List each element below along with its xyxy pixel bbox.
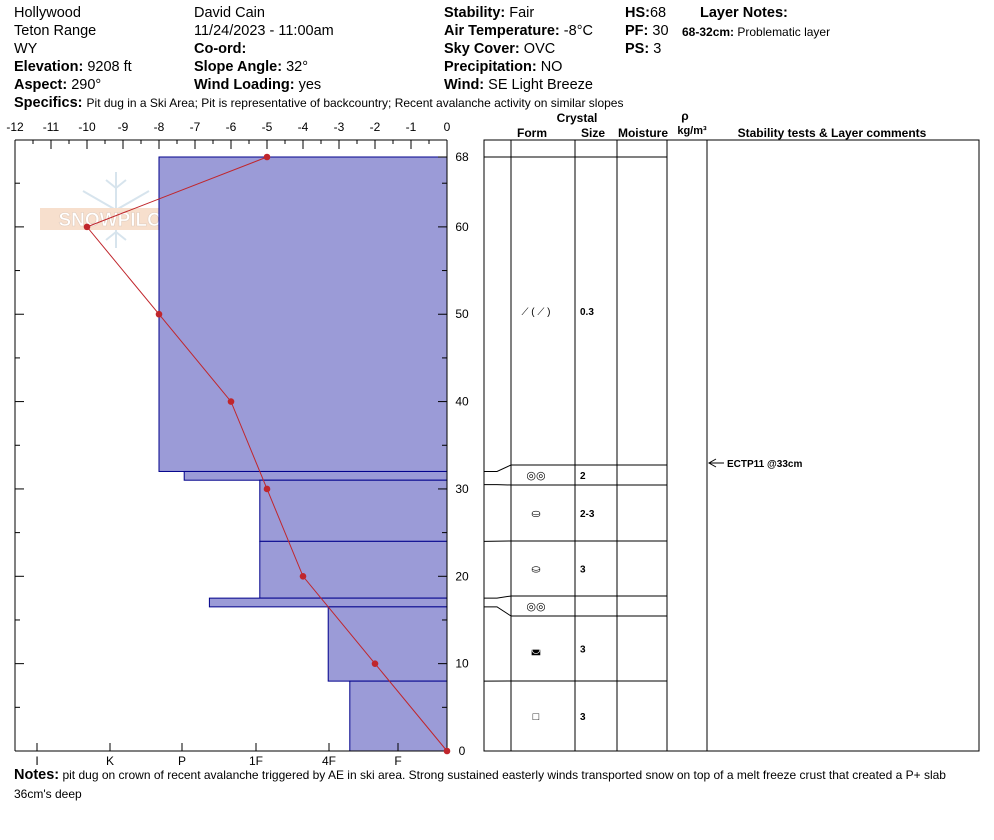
temp-tick-label: 0 [444, 120, 451, 134]
hardness-bar [158, 156, 448, 472]
depth-tick-label: 50 [455, 307, 469, 321]
temp-tick-label: -1 [406, 120, 417, 134]
temperature-point [155, 310, 163, 318]
penetration-foot: PF: 30 [625, 23, 669, 39]
air-temperature: Air Temperature: -8°C [444, 23, 593, 39]
temp-tick-label: -10 [78, 120, 96, 134]
crystal-size: 3 [580, 645, 586, 656]
temperature-point [371, 660, 379, 667]
hardness-label: 4F [322, 754, 336, 766]
layer-table [483, 139, 980, 752]
crystal-form: ⟋ ( ⟋ ) [522, 307, 551, 318]
crystal-size: 3 [580, 565, 586, 576]
datetime: 11/24/2023 - 11:00am [194, 23, 334, 39]
crystal-form: ◛ [531, 644, 542, 656]
elevation: Elevation: 9208 ft [14, 59, 132, 75]
aspect: Aspect: 290° [14, 77, 102, 93]
temperature-point [263, 153, 271, 161]
sky-cover: Sky Cover: OVC [444, 41, 556, 57]
crystal-form: ◎◎ [526, 601, 545, 613]
temperature-point [227, 398, 235, 405]
depth-tick-label: 10 [455, 657, 469, 671]
boundary-connector [484, 606, 512, 617]
temperature-line [86, 156, 448, 752]
stability-header: Stability tests & Layer comments [738, 126, 927, 140]
precipitation: Precipitation: NO [444, 59, 563, 75]
temp-tick-label: -6 [226, 120, 237, 134]
crystal-size: 0.3 [580, 307, 594, 318]
crystal-header: Crystal [557, 111, 598, 125]
penetration-ski: PS: 3 [625, 41, 662, 57]
hardness-label: I [35, 754, 38, 766]
temp-tick-label: -5 [262, 120, 273, 134]
hardness-bar [259, 540, 448, 599]
snow-profile-chart: SNOWPILOT -12 -11 -10 -9 -8 -7 -6 -5 -4 -3 -2 -1 0 0… [6, 109, 980, 766]
hardness-label: P [178, 754, 186, 766]
moisture-header: Moisture [618, 126, 668, 140]
form-header: Form [517, 126, 547, 140]
hardness-bar [327, 606, 448, 682]
temp-tick-label: -2 [370, 120, 381, 134]
state: WY [14, 41, 38, 57]
crystal-form: ⛀ [531, 508, 540, 520]
mountain-range: Teton Range [14, 23, 97, 39]
boundary-connector [484, 464, 512, 472]
hardness-bar [183, 470, 448, 481]
specifics: Specifics: Pit dug in a Ski Area; Pit is… [14, 95, 624, 111]
temp-tick-label: -3 [334, 120, 345, 134]
depth-tick-label: 0 [459, 744, 466, 758]
wind-loading: Wind Loading: yes [194, 77, 322, 93]
depth-tick-label: 40 [455, 395, 469, 409]
temp-tick-label: -4 [298, 120, 309, 134]
crystal-form: ◎◎ [526, 470, 545, 482]
depth-tick-label: 60 [455, 220, 469, 234]
crystal-size: 3 [580, 712, 586, 723]
depth-tick-label: 20 [455, 569, 469, 583]
temp-tick-label: -12 [6, 120, 24, 134]
slope-angle: Slope Angle: 32° [194, 59, 309, 75]
svg-text:SNOWPILOT: SNOWPILOT [58, 210, 173, 231]
observer: David Cain [194, 5, 265, 21]
layer-notes-title: Layer Notes: [700, 5, 788, 21]
crystal-size: 2-3 [580, 509, 595, 520]
temp-tick-label: -8 [154, 120, 165, 134]
temperature-point [299, 572, 307, 580]
notes: Notes: pit dug on crown of recent avalan… [14, 767, 946, 801]
temperature-point [443, 747, 451, 755]
depth-tick-label: 30 [455, 482, 469, 496]
hardness-bar [259, 479, 448, 542]
crystal-form: ⛀ [531, 564, 540, 576]
density-symbol: ρ [681, 109, 688, 123]
snow-height: HS:68 [625, 5, 667, 21]
layer-note: 68-32cm: Problematic layer [682, 25, 831, 39]
temperature-point [83, 223, 91, 231]
temperature-point [263, 485, 271, 493]
stability: Stability: Fair [444, 5, 535, 21]
boundary-connector [484, 595, 512, 599]
coordinates: Co-ord: [194, 41, 247, 57]
crystal-form: □ [533, 711, 540, 723]
hardness-label: F [394, 754, 401, 766]
density-unit: kg/m³ [677, 125, 707, 137]
stability-test-arrowhead [707, 458, 717, 468]
crystal-size: 2 [580, 471, 586, 482]
depth-tick-label: 68 [455, 150, 469, 164]
location: Hollywood [14, 5, 81, 21]
hardness-bar [208, 597, 448, 608]
wind: Wind: SE Light Breeze [444, 77, 593, 93]
temp-tick-label: -11 [43, 120, 60, 134]
stability-test-label: ECTP11 @33cm [727, 459, 802, 470]
temp-tick-label: -7 [190, 120, 201, 134]
hardness-label: K [106, 754, 114, 766]
hardness-label: 1F [249, 754, 263, 766]
size-header: Size [581, 126, 605, 140]
temp-tick-label: -9 [118, 120, 129, 134]
